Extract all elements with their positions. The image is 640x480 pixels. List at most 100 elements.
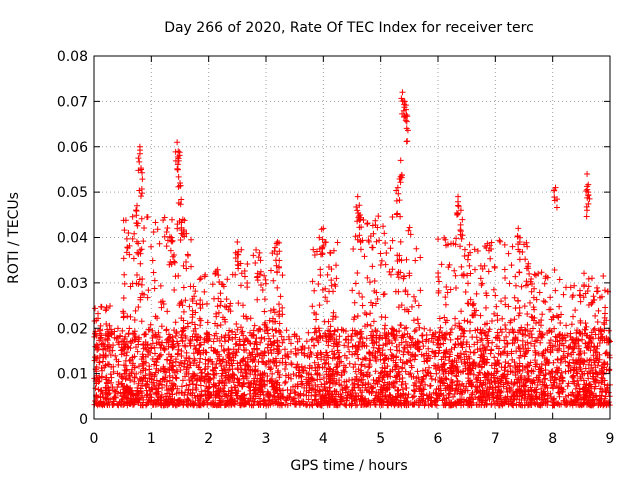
- data-point-marker: [460, 383, 467, 390]
- data-point-marker: [200, 397, 207, 404]
- data-point-marker: [401, 345, 408, 352]
- data-point-marker: [110, 398, 117, 405]
- data-point-marker: [547, 294, 554, 301]
- data-point-marker: [300, 400, 307, 407]
- data-point-marker: [397, 394, 404, 401]
- data-point-marker: [179, 377, 186, 384]
- data-point-marker: [588, 300, 595, 307]
- data-point-marker: [273, 362, 280, 369]
- data-point-marker: [252, 363, 259, 370]
- data-point-marker: [240, 313, 247, 320]
- data-point-marker: [601, 287, 608, 294]
- data-point-marker: [368, 335, 375, 342]
- data-point-marker: [542, 298, 549, 305]
- data-point-marker: [349, 287, 356, 294]
- data-point-marker: [218, 363, 225, 370]
- data-point-marker: [191, 372, 198, 379]
- data-point-marker: [508, 262, 515, 269]
- data-point-marker: [214, 322, 221, 329]
- data-point-marker: [336, 353, 343, 360]
- data-point-marker: [168, 380, 175, 387]
- data-point-marker: [556, 276, 563, 283]
- data-point-marker: [219, 358, 226, 365]
- data-point-marker: [103, 389, 110, 396]
- data-point-marker: [206, 375, 213, 382]
- data-point-marker: [577, 348, 584, 355]
- data-point-marker: [182, 332, 189, 339]
- data-point-marker: [220, 385, 227, 392]
- data-point-marker: [461, 317, 468, 324]
- data-point-marker: [212, 364, 219, 371]
- data-point-marker: [560, 342, 567, 349]
- data-point-marker: [364, 220, 371, 227]
- data-point-marker: [440, 340, 447, 347]
- data-point-marker: [389, 237, 396, 244]
- data-point-marker: [137, 394, 144, 401]
- data-point-marker: [504, 350, 511, 357]
- data-point-marker: [531, 285, 538, 292]
- data-point-marker: [164, 378, 171, 385]
- data-point-marker: [316, 387, 323, 394]
- data-point-marker: [144, 294, 151, 301]
- data-point-marker: [169, 374, 176, 381]
- data-point-marker: [389, 266, 396, 273]
- data-point-marker: [593, 396, 600, 403]
- data-point-marker: [225, 402, 232, 409]
- data-point-marker: [340, 327, 347, 334]
- data-point-marker: [589, 391, 596, 398]
- data-point-marker: [250, 327, 257, 334]
- data-point-marker: [311, 309, 318, 316]
- data-point-marker: [218, 281, 225, 288]
- data-point-marker: [326, 384, 333, 391]
- data-point-marker: [223, 296, 230, 303]
- data-point-marker: [343, 336, 350, 343]
- data-point-marker: [565, 345, 572, 352]
- data-point-marker: [175, 148, 182, 155]
- data-point-marker: [100, 351, 107, 358]
- data-point-marker: [285, 374, 292, 381]
- y-tick-label: 0.05: [57, 185, 88, 201]
- data-point-marker: [444, 289, 451, 296]
- data-point-marker: [417, 287, 424, 294]
- data-point-marker: [175, 173, 182, 180]
- data-point-marker: [276, 311, 283, 318]
- data-point-marker: [502, 301, 509, 308]
- data-point-marker: [531, 379, 538, 386]
- data-point-marker: [177, 237, 184, 244]
- data-point-marker: [135, 390, 142, 397]
- data-point-marker: [369, 263, 376, 270]
- data-point-marker: [574, 370, 581, 377]
- data-point-marker: [488, 371, 495, 378]
- data-point-marker: [341, 368, 348, 375]
- data-point-marker: [414, 368, 421, 375]
- data-point-marker: [178, 334, 185, 341]
- data-point-marker: [163, 356, 170, 363]
- data-point-marker: [485, 392, 492, 399]
- data-point-marker: [122, 389, 129, 396]
- data-point-marker: [441, 380, 448, 387]
- data-point-marker: [585, 275, 592, 282]
- data-point-marker: [554, 347, 561, 354]
- data-point-marker: [534, 395, 541, 402]
- data-point-marker: [512, 273, 519, 280]
- data-point-marker: [358, 328, 365, 335]
- data-point-marker: [439, 330, 446, 337]
- data-point-marker: [286, 336, 293, 343]
- data-point-marker: [213, 402, 220, 409]
- data-point-marker: [589, 275, 596, 282]
- data-point-marker: [180, 227, 187, 234]
- data-point-marker: [505, 303, 512, 310]
- data-point-marker: [317, 376, 324, 383]
- data-point-marker: [269, 250, 276, 257]
- data-point-marker: [515, 225, 522, 232]
- data-point-marker: [216, 337, 223, 344]
- data-point-marker: [259, 374, 266, 381]
- data-point-marker: [237, 369, 244, 376]
- data-point-marker: [118, 373, 125, 380]
- data-point-marker: [315, 361, 322, 368]
- data-point-marker: [477, 337, 484, 344]
- data-point-marker: [410, 293, 417, 300]
- data-point-marker: [452, 341, 459, 348]
- data-point-marker: [112, 352, 119, 359]
- data-point-marker: [493, 361, 500, 368]
